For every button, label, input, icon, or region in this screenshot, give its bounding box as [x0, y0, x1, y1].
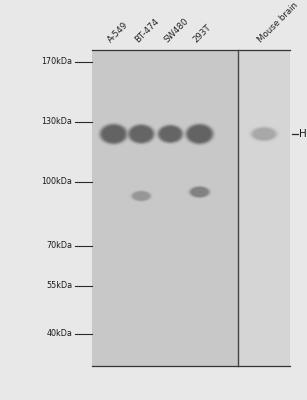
Ellipse shape	[247, 125, 281, 143]
Ellipse shape	[186, 185, 213, 199]
Ellipse shape	[103, 126, 124, 142]
Ellipse shape	[160, 126, 181, 142]
Ellipse shape	[134, 192, 149, 200]
Text: Mouse brain: Mouse brain	[256, 0, 300, 44]
Ellipse shape	[159, 126, 182, 142]
Text: 70kDa: 70kDa	[46, 242, 72, 250]
Ellipse shape	[158, 125, 183, 143]
Ellipse shape	[98, 122, 129, 146]
Text: SW480: SW480	[162, 16, 190, 44]
Ellipse shape	[187, 185, 212, 199]
Ellipse shape	[126, 123, 156, 145]
Ellipse shape	[129, 125, 153, 143]
Ellipse shape	[186, 124, 213, 144]
Ellipse shape	[130, 190, 152, 202]
Ellipse shape	[131, 191, 151, 201]
Ellipse shape	[250, 127, 278, 141]
Ellipse shape	[128, 125, 154, 143]
Ellipse shape	[183, 122, 216, 146]
Text: 55kDa: 55kDa	[46, 282, 72, 290]
Ellipse shape	[189, 186, 210, 198]
Ellipse shape	[128, 189, 154, 203]
Ellipse shape	[252, 128, 276, 140]
Ellipse shape	[130, 126, 152, 142]
Ellipse shape	[156, 124, 185, 144]
Text: BT-474: BT-474	[133, 16, 161, 44]
Ellipse shape	[127, 124, 155, 144]
Ellipse shape	[157, 124, 184, 144]
Ellipse shape	[161, 127, 180, 141]
Text: 293T: 293T	[192, 22, 213, 44]
Ellipse shape	[254, 128, 274, 140]
FancyBboxPatch shape	[238, 50, 290, 366]
Ellipse shape	[188, 126, 211, 142]
Ellipse shape	[191, 187, 208, 197]
Ellipse shape	[184, 122, 215, 146]
Text: 130kDa: 130kDa	[41, 118, 72, 126]
FancyBboxPatch shape	[92, 50, 238, 366]
Text: 40kDa: 40kDa	[46, 330, 72, 338]
Text: A-549: A-549	[106, 20, 130, 44]
Ellipse shape	[133, 192, 150, 200]
Ellipse shape	[155, 123, 186, 145]
Ellipse shape	[97, 122, 130, 146]
Text: 170kDa: 170kDa	[41, 58, 72, 66]
Ellipse shape	[99, 123, 128, 145]
Ellipse shape	[185, 123, 214, 145]
Ellipse shape	[192, 188, 208, 196]
Text: 100kDa: 100kDa	[41, 178, 72, 186]
Ellipse shape	[101, 125, 126, 143]
Ellipse shape	[189, 126, 210, 142]
Text: HIP1: HIP1	[299, 129, 307, 139]
Ellipse shape	[249, 126, 279, 142]
Ellipse shape	[125, 122, 157, 146]
Ellipse shape	[130, 190, 153, 202]
Ellipse shape	[187, 125, 212, 143]
Ellipse shape	[188, 186, 211, 198]
Ellipse shape	[131, 127, 151, 141]
Ellipse shape	[100, 124, 127, 144]
Ellipse shape	[102, 126, 125, 142]
